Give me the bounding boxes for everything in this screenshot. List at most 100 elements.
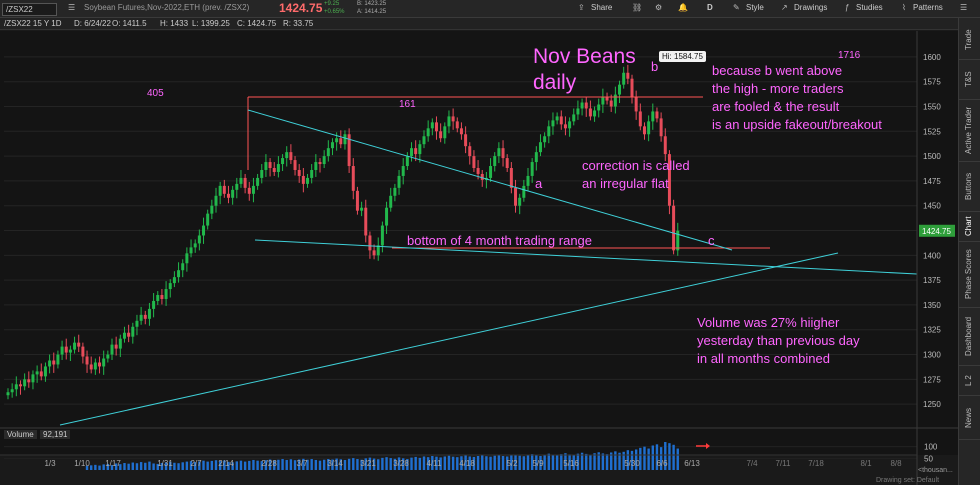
x-axis-tick: 5/30: [624, 459, 640, 468]
link-icon[interactable]: ⛓: [632, 3, 643, 12]
candle-body: [339, 138, 343, 145]
candle-body: [106, 354, 110, 359]
x-axis-tick: 3/21: [360, 459, 376, 468]
top-toolbar: /ZSX22 ☰ Soybean Futures,Nov-2022,ETH (p…: [0, 0, 980, 18]
volume-bar: [377, 459, 380, 470]
volume-bar: [414, 456, 417, 470]
candle-body: [580, 102, 584, 109]
studies-button[interactable]: Studies: [856, 3, 883, 12]
candle-body: [576, 108, 580, 115]
volume-bar: [368, 457, 372, 470]
candle-body: [397, 175, 401, 188]
candle-body: [568, 121, 572, 129]
candle-body: [555, 116, 559, 121]
volume-bar: [485, 456, 488, 470]
share-button[interactable]: Share: [591, 3, 613, 12]
candle-body: [651, 111, 655, 122]
style-button[interactable]: Style: [746, 3, 764, 12]
volume-axis-tick: 100: [924, 443, 938, 452]
right-tab[interactable]: Phase Scores: [959, 242, 980, 308]
candle-body: [256, 177, 260, 186]
candle-body: [647, 121, 651, 135]
falling-wedge-line: [247, 109, 733, 251]
x-axis-tick: 3/28: [393, 459, 409, 468]
volume-bar: [110, 465, 114, 470]
x-axis-tick: 2/14: [218, 459, 234, 468]
volume-bar: [114, 463, 118, 470]
right-tab[interactable]: Active Trader: [959, 100, 980, 162]
volume-bar: [593, 453, 596, 470]
candle-body: [642, 126, 646, 135]
volume-bar: [447, 455, 451, 470]
x-axis-tick: 4/18: [459, 459, 475, 468]
volume-bar: [431, 456, 434, 470]
candle-body: [609, 100, 613, 107]
candle-body: [476, 168, 480, 174]
volume-axis-unit: <thousan...: [918, 467, 953, 474]
volume-bar: [102, 464, 105, 470]
price-axis-tick: 1475: [923, 177, 941, 186]
bar-close: C: 1424.75: [237, 19, 277, 28]
volume-bar: [634, 449, 638, 470]
symbol-input[interactable]: /ZSX22: [2, 3, 57, 16]
annotation-correction: correction is called an irregular flat: [582, 158, 690, 191]
candle-body: [414, 148, 418, 155]
candle-body: [468, 146, 472, 157]
volume-bar: [489, 456, 492, 470]
volume-bar: [535, 455, 538, 470]
patterns-button[interactable]: Patterns: [913, 3, 943, 12]
volume-bar: [560, 454, 563, 470]
right-tab[interactable]: T&S: [959, 60, 980, 100]
volume-bar: [364, 458, 367, 470]
x-axis-tick: 2/28: [261, 459, 277, 468]
symbol-description: Soybean Futures,Nov-2022,ETH (prev. /ZSX…: [84, 3, 250, 12]
candle-body: [60, 346, 64, 355]
volume-bar: [256, 460, 259, 470]
period-button[interactable]: D: [707, 3, 713, 12]
volume-bar: [493, 455, 496, 470]
volume-bar: [476, 456, 480, 470]
volume-bar: [243, 461, 247, 470]
right-tab[interactable]: Dashboard: [959, 308, 980, 366]
candle-body: [530, 162, 534, 176]
candle-body: [31, 374, 35, 383]
price-axis-tick: 1550: [923, 102, 941, 111]
volume-bar: [668, 443, 671, 470]
menu-icon[interactable]: ☰: [68, 3, 76, 12]
net-change-pct: +0.65%: [324, 9, 345, 15]
volume-bar: [589, 454, 592, 470]
candle-body: [385, 207, 389, 226]
style-icon: ✎: [733, 3, 740, 12]
right-tab[interactable]: News: [959, 396, 980, 440]
bar-range: R: 33.75: [283, 19, 314, 28]
x-axis-tick: 5/2: [506, 459, 518, 468]
bell-icon[interactable]: 🔔: [678, 3, 688, 12]
candle-body: [85, 356, 89, 365]
candle-body: [102, 358, 106, 367]
volume-bar: [397, 457, 401, 470]
candle-body: [160, 295, 164, 299]
right-tab[interactable]: Buttons: [959, 162, 980, 212]
volume-bar: [206, 461, 209, 470]
candle-body: [127, 332, 131, 337]
settings-icon[interactable]: ⚙: [655, 3, 663, 12]
drawings-button[interactable]: Drawings: [794, 3, 828, 12]
x-axis-tick: 3/14: [327, 459, 343, 468]
right-tab[interactable]: Trade: [959, 20, 980, 60]
volume-bar: [239, 460, 243, 470]
volume-bar: [539, 456, 542, 470]
right-tab[interactable]: L 2: [959, 366, 980, 396]
volume-bar: [152, 463, 155, 470]
candle-body: [181, 263, 185, 271]
candle-body: [10, 389, 14, 393]
candle-body: [306, 177, 310, 184]
candle-body: [326, 148, 330, 157]
candle-body: [410, 148, 414, 157]
last-price: 1424.75: [279, 1, 323, 15]
right-tab[interactable]: Chart: [959, 212, 980, 242]
x-axis-tick: 7/11: [776, 459, 792, 468]
price-axis-tick: 1400: [923, 251, 941, 260]
more-icon[interactable]: ☰: [960, 3, 968, 12]
candle-body: [351, 166, 355, 191]
